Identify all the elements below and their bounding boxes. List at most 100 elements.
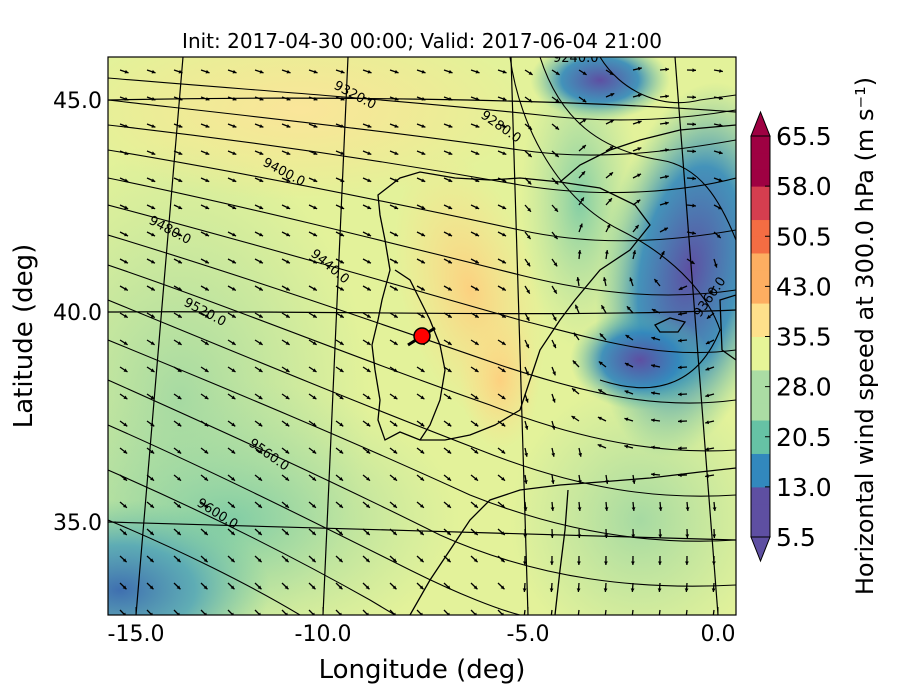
meridian-line [135,57,184,615]
wind-arrow [576,277,581,287]
wind-arrow [497,150,507,156]
wind-arrow [200,366,209,373]
colorbar-step [751,219,770,237]
wind-arrow [389,501,398,509]
colorbar-tick-label: 5.5 [776,523,816,552]
wind-arrow [551,258,558,267]
wind-arrow [524,69,533,76]
wind-arrow [254,231,264,237]
wind-arrow [281,123,291,128]
wind-arrow [227,69,237,74]
iberia-coastline [371,171,651,441]
plot-title: Init: 2017-04-30 00:00; Valid: 2017-06-0… [182,29,662,53]
wind-arrow [227,285,237,291]
x-tick-label: -15.0 [108,622,165,647]
colorbar-step [751,520,770,538]
height-contour [108,519,301,615]
wind-arrow [712,528,717,539]
wind-arrow [651,364,661,368]
wind-arrow [146,366,155,373]
wind-arrow [173,312,183,319]
wind-arrow [173,474,182,482]
wind-arrow [659,250,665,260]
wind-arrow [173,231,183,237]
wind-arrow [173,501,182,509]
wind-arrow [362,528,371,536]
wind-arrow [713,258,718,268]
wind-arrow [200,609,207,615]
wind-arrow [119,582,127,590]
wind-arrow [659,201,669,206]
wind-arrow [200,123,210,128]
contour-label: 9240.0 [553,51,599,66]
wind-arrow [416,177,426,183]
wind-arrow [335,528,344,536]
wind-arrow [470,447,479,454]
wind-arrow [524,447,529,457]
wind-arrow [713,150,723,155]
north-africa-coastline [409,467,736,615]
wind-arrow [254,150,264,156]
wind-arrow [389,231,399,237]
wind-arrow [678,285,688,291]
colorbar-tick-label: 50.5 [776,222,832,251]
wind-arrow [711,582,716,593]
wind-arrow [632,224,640,233]
wind-arrow [254,177,264,183]
wind-arrow [227,393,236,400]
wind-arrow [686,149,697,154]
wind-arrow [362,123,372,128]
wind-arrow [281,177,291,183]
wind-arrow [416,609,423,615]
wind-arrow [281,366,290,373]
colorbar-step [751,186,770,204]
x-tick-label: -10.0 [295,622,352,647]
wind-arrow [603,582,608,593]
height-contour [108,204,736,354]
wind-arrow [497,366,506,373]
wind-arrow [281,69,291,74]
wind-arrow [624,362,634,368]
wind-arrow [200,204,210,210]
wind-arrow [571,387,580,395]
wind-arrow [200,231,210,237]
wind-arrow [524,420,529,430]
wind-arrow [146,582,154,590]
wind-arrow [497,96,507,101]
wind-arrow [146,312,156,319]
height-contour [108,77,736,121]
wind-arrow [335,339,344,346]
height-contour [108,424,521,615]
height-contour [108,299,736,497]
morocco-border [554,489,569,615]
wind-arrow [173,339,182,346]
wind-arrow [173,420,182,427]
wind-arrow [281,582,289,590]
wind-arrow [470,258,480,264]
wind-arrow [362,582,370,590]
wind-arrow [624,390,634,395]
wind-arrow [119,609,126,615]
wind-arrow [443,69,453,74]
balearic-islands [654,317,687,333]
wind-arrow [254,609,261,615]
wind-arrow [146,501,155,509]
colorbar: 65.5 58.0 50.5 43.0 35.5 28.0 20.5 13.0 5.5 Hori… [750,77,879,595]
wind-arrow [281,609,288,615]
wind-arrow [281,447,290,454]
wind-arrow [308,447,317,454]
colorbar-step [751,303,770,321]
wind-arrow [281,204,291,210]
wind-arrow [470,609,477,615]
wind-arrow [578,170,586,179]
wind-arrow [227,204,237,210]
wind-arrow [685,555,689,566]
wind-arrow [254,474,263,482]
wind-arrow [308,501,317,509]
wind-arrow [550,474,555,484]
wind-arrow [604,555,608,566]
wind-arrow [686,203,697,208]
wind-arrow [119,447,128,454]
wind-arrow [389,69,399,74]
wind-arrow [677,365,688,370]
